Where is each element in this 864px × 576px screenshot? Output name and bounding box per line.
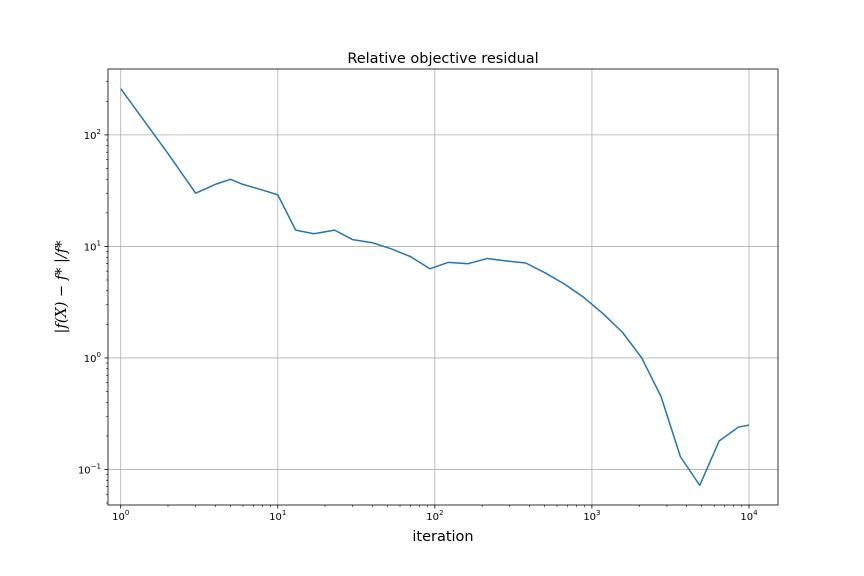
x-axis-label: iteration bbox=[412, 529, 473, 545]
series-layer bbox=[120, 88, 750, 487]
grid bbox=[108, 69, 778, 505]
y-tick-label: 102 bbox=[84, 128, 101, 142]
x-tick-label: 104 bbox=[740, 509, 758, 523]
x-tick-label: 102 bbox=[426, 509, 443, 523]
y-axis-label: |f(X) − f* |/f* bbox=[54, 240, 70, 334]
chart-title: Relative objective residual bbox=[347, 51, 538, 67]
ticks: 100 101 102 103 104 10−1 100 101 102 bbox=[78, 81, 758, 523]
y-tick-label: 10−1 bbox=[78, 462, 101, 476]
plot-frame bbox=[107, 68, 779, 506]
y-tick-label: 101 bbox=[84, 239, 101, 253]
y-tick-label: 100 bbox=[84, 351, 101, 365]
x-tick-label: 103 bbox=[583, 509, 600, 523]
series-line bbox=[120, 88, 750, 487]
x-tick-label: 100 bbox=[112, 509, 129, 523]
x-tick-label: 101 bbox=[269, 509, 286, 523]
